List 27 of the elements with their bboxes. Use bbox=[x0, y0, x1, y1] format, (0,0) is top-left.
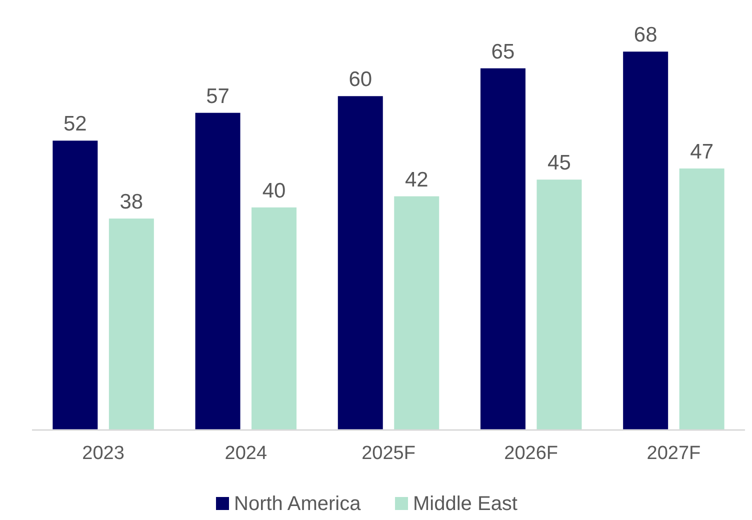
bar bbox=[679, 168, 724, 430]
data-label: 45 bbox=[548, 152, 571, 175]
bar bbox=[623, 52, 668, 430]
bar bbox=[394, 196, 440, 430]
x-tick-label: 2027F bbox=[646, 443, 701, 464]
data-label: 42 bbox=[404, 168, 428, 192]
data-label: 47 bbox=[690, 140, 714, 164]
bar bbox=[195, 112, 240, 430]
bar bbox=[252, 207, 297, 430]
bar bbox=[338, 96, 383, 430]
x-tick-label: 2023 bbox=[82, 443, 124, 464]
bar bbox=[536, 180, 582, 430]
data-label: 60 bbox=[348, 68, 372, 92]
bar bbox=[52, 140, 98, 430]
data-label: 52 bbox=[63, 112, 87, 136]
legend-label: Middle East bbox=[413, 493, 518, 515]
data-label: 65 bbox=[491, 40, 515, 64]
data-label: 68 bbox=[634, 24, 658, 47]
x-tick-label: 2024 bbox=[224, 443, 268, 464]
data-label: 38 bbox=[120, 190, 144, 214]
legend-label: North America bbox=[234, 493, 362, 515]
x-tick-label: 2025F bbox=[362, 443, 416, 464]
x-tick-label: 2026F bbox=[504, 443, 558, 464]
data-label: 57 bbox=[206, 84, 230, 108]
data-label: 40 bbox=[262, 179, 286, 202]
bar bbox=[480, 68, 526, 430]
bar bbox=[108, 218, 154, 430]
